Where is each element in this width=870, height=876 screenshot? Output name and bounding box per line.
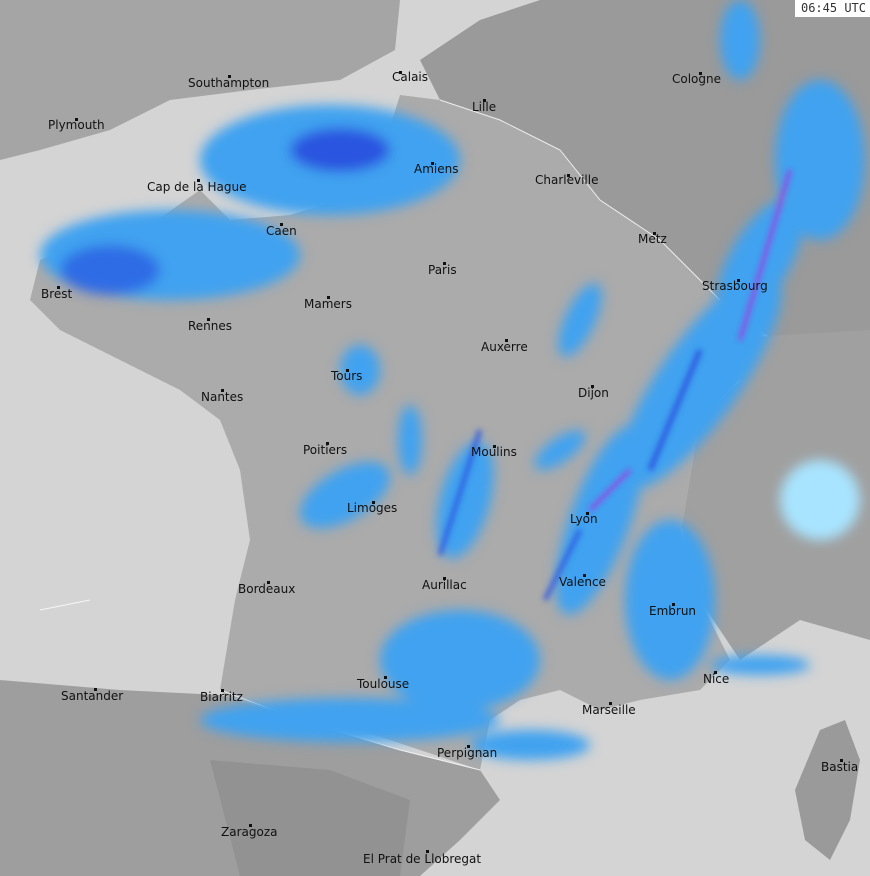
- city-label: Bordeaux: [238, 582, 296, 596]
- city-label: Valence: [559, 575, 606, 589]
- city-dot: [505, 339, 508, 342]
- city-dot: [346, 369, 349, 372]
- city-dot: [699, 72, 702, 75]
- city-label: Paris: [428, 263, 457, 277]
- city-label: Poitiers: [303, 443, 348, 457]
- city-label: Nice: [703, 672, 730, 686]
- city-label: Santander: [61, 689, 124, 703]
- city-dot: [653, 232, 656, 235]
- city-label: Strasbourg: [702, 279, 768, 293]
- city-label: Dijon: [578, 386, 609, 400]
- city-dot: [57, 286, 60, 289]
- city-dot: [399, 71, 402, 74]
- city-label: Lyon: [570, 512, 598, 526]
- city-dot: [249, 824, 252, 827]
- city-label: Brest: [41, 287, 73, 301]
- city-label: Perpignan: [437, 746, 498, 760]
- city-label: Marseille: [582, 703, 636, 717]
- city-dot: [431, 162, 434, 165]
- city-label: Aurillac: [422, 578, 467, 592]
- city-label: Metz: [638, 232, 667, 246]
- city-label: Calais: [392, 70, 429, 84]
- city-dot: [221, 689, 224, 692]
- city-label: Biarritz: [200, 690, 243, 704]
- city-dot: [737, 279, 740, 282]
- city-dot: [326, 442, 329, 445]
- city-label: Charleville: [535, 173, 599, 187]
- city-label: Limoges: [347, 501, 398, 515]
- city-label: Bastia: [821, 760, 859, 774]
- city-dot: [567, 174, 570, 177]
- city-dot: [207, 318, 210, 321]
- city-label: Zaragoza: [221, 825, 278, 839]
- city-dot: [94, 688, 97, 691]
- city-dot: [228, 75, 231, 78]
- timestamp: 06:45 UTC: [794, 0, 870, 17]
- city-dot: [443, 262, 446, 265]
- city-label: Rennes: [188, 319, 233, 333]
- city-label: Tours: [331, 369, 363, 383]
- city-dot: [840, 759, 843, 762]
- city-label: Nantes: [201, 390, 244, 404]
- city-dot: [267, 581, 270, 584]
- city-label: Cap de la Hague: [147, 180, 247, 194]
- precipitation-layer: [40, 0, 865, 760]
- city-label: Embrun: [649, 604, 697, 618]
- city-label: Auxerre: [481, 340, 528, 354]
- city-dot: [426, 850, 429, 853]
- city-dot: [591, 385, 594, 388]
- city-dot: [493, 445, 496, 448]
- land-corsica: [795, 720, 860, 860]
- city-dot: [372, 501, 375, 504]
- city-label: Amiens: [414, 162, 459, 176]
- city-dot: [327, 296, 330, 299]
- city-dot: [672, 603, 675, 606]
- city-dot: [384, 676, 387, 679]
- city-label: Caen: [266, 224, 297, 238]
- city-label: Plymouth: [48, 118, 105, 132]
- city-dot: [483, 99, 486, 102]
- city-label: El Prat de Llobregat: [363, 852, 482, 866]
- city-label: Cologne: [672, 72, 722, 86]
- city-dot: [609, 702, 612, 705]
- city-dot: [467, 745, 470, 748]
- city-dot: [714, 671, 717, 674]
- city-label: Toulouse: [357, 677, 410, 691]
- city-dot: [280, 223, 283, 226]
- city-dot: [586, 512, 589, 515]
- city-label: Moulins: [471, 445, 517, 459]
- city-label: Lille: [472, 100, 497, 114]
- land-england: [0, 0, 400, 160]
- precipitation-heavy: [438, 169, 792, 601]
- city-dot: [75, 118, 78, 121]
- city-dot: [197, 179, 200, 182]
- city-dot: [443, 577, 446, 580]
- city-label: Southampton: [188, 76, 270, 90]
- city-label: Mamers: [304, 297, 352, 311]
- land-alps: [680, 330, 870, 660]
- city-dot: [221, 389, 224, 392]
- land-spain-relief: [210, 760, 410, 876]
- city-dot: [583, 574, 586, 577]
